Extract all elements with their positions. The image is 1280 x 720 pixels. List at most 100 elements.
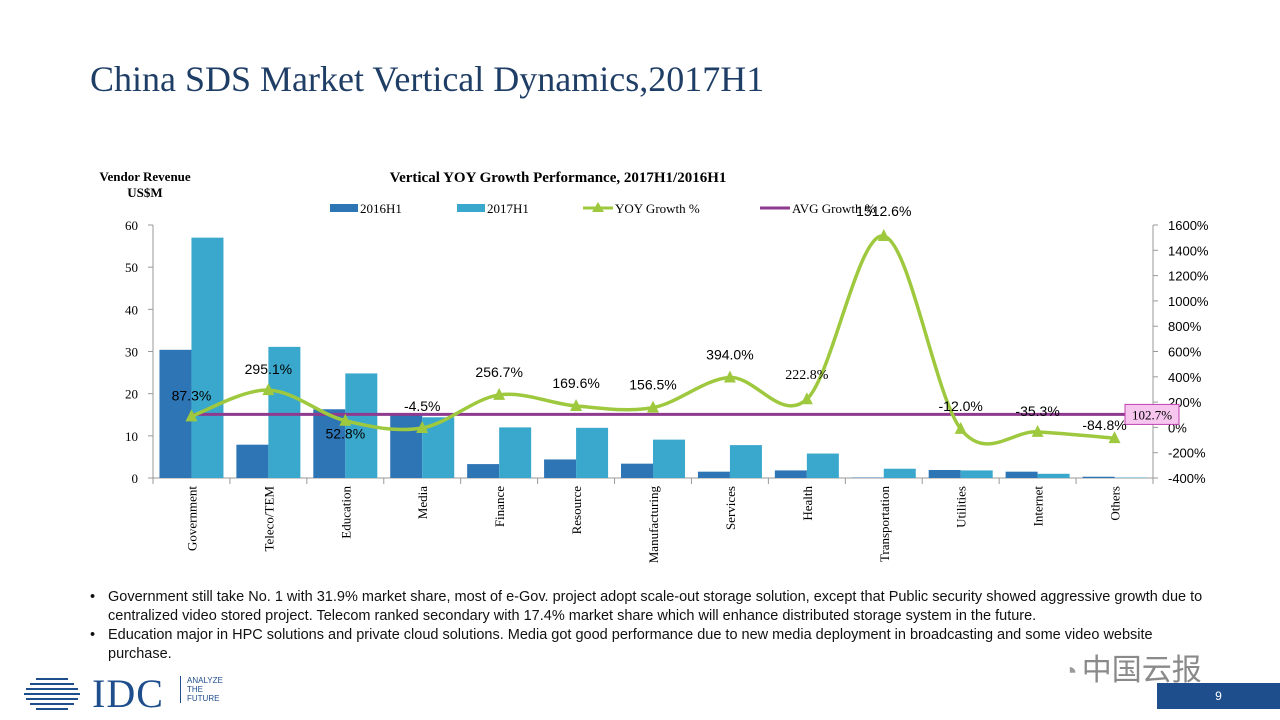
yoy-data-label: 295.1%	[245, 361, 292, 377]
yoy-marker	[954, 421, 967, 434]
bar-2016h1	[621, 463, 653, 478]
left-axis-label-line2: US$M	[127, 185, 162, 200]
chart-title: Vertical YOY Growth Performance, 2017H1/…	[390, 170, 727, 186]
slide-title: China SDS Market Vertical Dynamics,2017H…	[90, 59, 765, 99]
avg-growth-label: 102.7%	[1132, 407, 1172, 422]
tagline-line: FUTURE	[187, 694, 220, 703]
yoy-data-label: -4.5%	[404, 398, 441, 414]
bar-2017h1	[1037, 473, 1070, 478]
yoy-data-label: -12.0%	[939, 398, 983, 414]
bar-2016h1	[467, 464, 500, 478]
legend-swatch-2017h1	[457, 204, 485, 212]
bar-2016h1	[774, 470, 807, 478]
x-tick-label: Utilities	[954, 486, 969, 528]
bar-2016h1	[697, 471, 730, 478]
yoy-marker	[185, 409, 198, 422]
yoy-marker	[1031, 424, 1044, 437]
left-tick-label: 0	[132, 471, 139, 486]
right-tick-label: 1400%	[1168, 243, 1209, 258]
left-tick-label: 60	[125, 218, 138, 233]
yoy-marker	[647, 400, 659, 413]
wechat-icon: ◔	[1062, 656, 1078, 686]
legend-marker-yoy	[592, 202, 604, 212]
yoy-data-label: 87.3%	[172, 387, 212, 403]
x-tick-label: Education	[338, 486, 353, 539]
left-axis-label-line1: Vendor Revenue	[99, 169, 191, 184]
bar-2017h1	[960, 470, 993, 478]
left-tick-label: 40	[125, 302, 138, 317]
commentary-bullet: Education major in HPC solutions and pri…	[90, 626, 1210, 664]
yoy-marker	[339, 413, 352, 426]
legend-label-2016h1: 2016H1	[360, 201, 402, 216]
yoy-data-label: 1512.6%	[856, 203, 911, 219]
yoy-data-label: 394.0%	[706, 347, 753, 363]
x-tick-label: Resource	[569, 486, 584, 535]
chart: Vendor Revenue US$M Vertical YOY Growth …	[99, 169, 1209, 564]
bar-2016h1	[390, 414, 423, 478]
commentary-list: Government still take No. 1 with 31.9% m…	[90, 588, 1210, 664]
legend-label-yoy: YOY Growth %	[615, 201, 700, 216]
tagline-line: THE	[187, 685, 203, 694]
yoy-marker	[262, 383, 275, 396]
legend: 2016H1 2017H1 YOY Growth % AVG Growth %	[330, 201, 876, 216]
yoy-marker	[723, 370, 736, 383]
yoy-data-label: 169.6%	[552, 375, 599, 391]
watermark-text: 中国云报	[1081, 654, 1202, 687]
x-tick-label: Transportation	[877, 486, 892, 563]
yoy-data-label: 156.5%	[629, 377, 676, 393]
yoy-marker	[800, 392, 813, 405]
bar-2016h1	[928, 469, 961, 478]
x-tick-label: Manufacturing	[646, 486, 661, 564]
bar-2017h1	[268, 346, 301, 478]
yoy-data-label: -84.8%	[1082, 417, 1126, 433]
bar-2016h1	[544, 459, 577, 478]
watermark: ◔ 中国云报	[1062, 645, 1202, 689]
right-tick-label: 600%	[1168, 345, 1202, 360]
left-tick-label: 50	[125, 260, 138, 275]
x-tick-label: Health	[800, 486, 815, 521]
bar-2016h1	[1082, 476, 1115, 478]
bar-2016h1	[159, 349, 192, 478]
bar-2017h1	[191, 237, 224, 478]
yoy-data-label: 256.7%	[475, 364, 522, 380]
bar-2017h1	[883, 468, 916, 478]
left-tick-label: 30	[125, 345, 138, 360]
bar-2017h1	[653, 439, 685, 478]
yoy-data-label: 52.8%	[325, 426, 365, 442]
right-tick-label: 1600%	[1168, 218, 1209, 233]
idc-globe-icon	[24, 678, 80, 710]
left-tick-label: 10	[125, 429, 138, 444]
bar-2016h1	[236, 444, 269, 478]
legend-label-2017h1: 2017H1	[487, 201, 529, 216]
yoy-data-label: 222.8%	[785, 368, 829, 383]
yoy-data-label: -35.3%	[1015, 403, 1059, 419]
x-tick-label: Internet	[1031, 486, 1046, 527]
bar-2016h1	[1005, 471, 1038, 478]
legend-label-avg: AVG Growth %	[792, 201, 876, 216]
left-tick-label: 20	[125, 387, 138, 402]
yoy-marker	[493, 387, 506, 400]
page-number: 9	[1157, 683, 1280, 709]
bar-2017h1	[499, 427, 532, 478]
right-tick-label: -400%	[1168, 471, 1206, 486]
yoy-marker	[416, 420, 429, 433]
x-tick-label: Others	[1108, 486, 1123, 521]
right-tick-label: 800%	[1168, 319, 1202, 334]
avg-growth-label-box	[1124, 403, 1180, 425]
commentary-bullet: Government still take No. 1 with 31.9% m…	[90, 588, 1210, 626]
idc-logo-text: IDC	[92, 671, 164, 716]
legend-swatch-2016h1	[330, 204, 358, 212]
right-tick-label: 1000%	[1168, 294, 1209, 309]
x-tick-label: Finance	[492, 486, 507, 527]
right-tick-label: 400%	[1168, 370, 1202, 385]
yoy-marker	[1108, 431, 1121, 444]
bar-2017h1	[806, 453, 839, 478]
right-tick-label: -200%	[1168, 446, 1206, 461]
right-tick-label: 1200%	[1168, 269, 1209, 284]
tagline-line: ANALYZE	[187, 676, 223, 685]
bar-2017h1	[729, 445, 762, 478]
x-tick-label: Teleco/TEM	[261, 486, 276, 552]
yoy-marker	[570, 398, 583, 411]
x-tick-label: Media	[415, 486, 430, 519]
idc-tagline: ANALYZE THE FUTURE	[180, 676, 223, 703]
